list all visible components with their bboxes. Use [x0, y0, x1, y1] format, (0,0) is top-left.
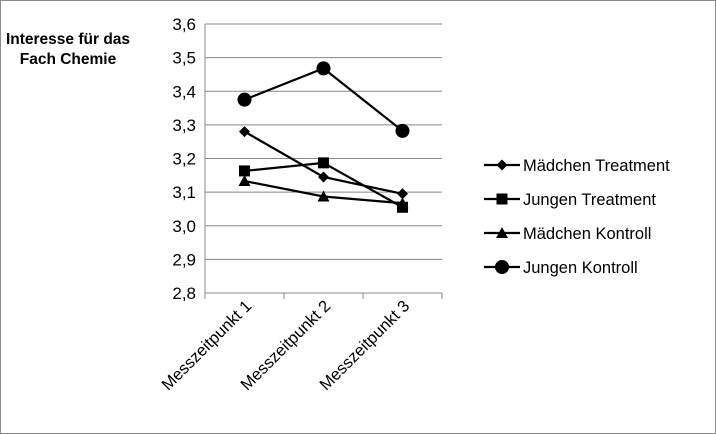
data-point-3-0 — [237, 92, 252, 107]
y-tick-label: 3,1 — [172, 183, 196, 202]
series-line-3 — [244, 67, 404, 132]
legend-marker-2 — [496, 227, 508, 238]
data-point-2-0 — [238, 175, 251, 187]
data-point-0-2 — [397, 188, 408, 200]
y-tick-label: 2,8 — [172, 284, 196, 303]
y-tick-label: 3,0 — [172, 217, 196, 236]
data-point-3-2 — [395, 123, 410, 138]
legend-label-0: Mädchen Treatment — [523, 157, 670, 175]
data-point-3-1 — [316, 61, 331, 76]
y-tick-label: 3,2 — [172, 150, 196, 169]
legend-label-3: Jungen Kontroll — [523, 259, 638, 277]
legend-marker-3 — [495, 260, 509, 274]
y-axis-label: Interesse für das Fach Chemie — [5, 31, 131, 68]
data-point-2-2 — [396, 197, 409, 209]
y-tick-label: 3,3 — [172, 116, 196, 135]
data-point-1-1 — [318, 157, 329, 169]
y-tick-label: 2,9 — [172, 250, 196, 269]
y-tick-label: 3,4 — [172, 82, 196, 101]
legend-marker-1 — [496, 193, 508, 205]
y-tick-label: 3,5 — [172, 49, 196, 68]
legend-marker-0 — [496, 159, 508, 171]
data-point-1-0 — [239, 165, 250, 177]
y-tick-label: 3,6 — [172, 15, 196, 34]
data-point-0-0 — [239, 126, 250, 138]
legend-label-2: Mädchen Kontroll — [523, 225, 651, 243]
data-point-0-1 — [318, 171, 329, 183]
data-point-2-1 — [317, 190, 330, 202]
legend-label-1: Jungen Treatment — [523, 191, 656, 209]
